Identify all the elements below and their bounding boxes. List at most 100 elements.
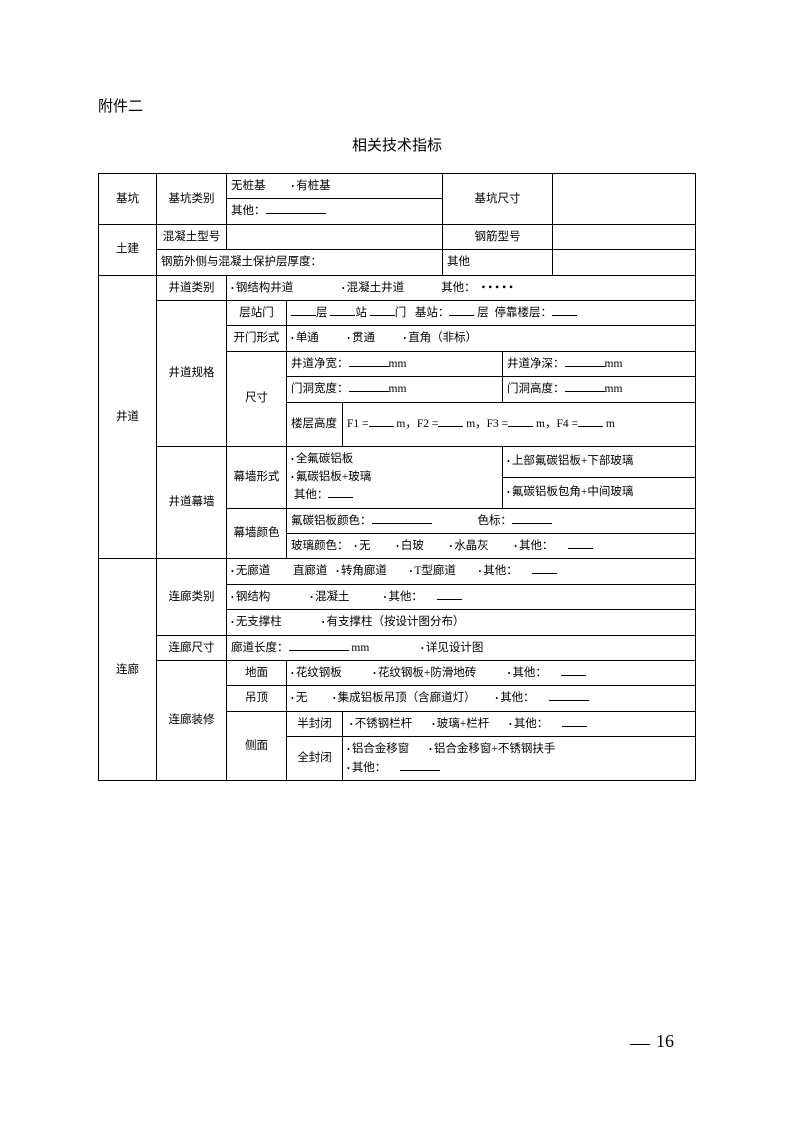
- door-height-l: 门洞高度：: [507, 383, 565, 395]
- floor-height-label: 楼层高度: [287, 402, 343, 446]
- glass-color-cell: 玻璃颜色： 无 白玻 水晶灰 其他：: [287, 534, 696, 559]
- jikeng-size-label: 基坑尺寸: [443, 174, 553, 225]
- opt-pattern-tile: 花纹钢板+防滑地砖: [373, 667, 476, 679]
- size-label: 尺寸: [227, 351, 287, 446]
- jikeng-size-value: [553, 174, 696, 225]
- corridor-material-opts: 钢结构 混凝土 其他：: [227, 584, 696, 609]
- opt-concrete-shaft: 混凝土井道: [342, 282, 404, 294]
- opt-g-none: 无: [354, 540, 370, 552]
- opt-has-col: 有支撑柱（按设计图分布）: [322, 616, 465, 628]
- corridor-other: 其他：: [478, 565, 517, 577]
- lianlan-size-label: 连廊尺寸: [157, 635, 227, 660]
- half-closed-label: 半封闭: [287, 711, 343, 736]
- open-label: 开门形式: [227, 326, 287, 351]
- curtain-form-label: 幕墙形式: [227, 446, 287, 508]
- corridor-column-opts: 无支撑柱 有支撑柱（按设计图分布）: [227, 610, 696, 635]
- door-width-cell: 门洞宽度： mm: [287, 377, 503, 402]
- fc-color-l: 氟碳铝板颜色：: [291, 515, 372, 527]
- length-l: 廊道长度：: [231, 642, 289, 654]
- opt-g-white: 白玻: [396, 540, 424, 552]
- opt-al-window: 铝合金移窗: [347, 743, 409, 755]
- tujian-other-value: [553, 250, 696, 275]
- mm-2: mm: [605, 358, 623, 370]
- jingdao-type-label: 井道类别: [157, 275, 227, 300]
- glass-color-l: 玻璃颜色：: [291, 540, 349, 552]
- opt-glass-rail: 玻璃+栏杆: [432, 718, 489, 730]
- jikeng-other-label: 其他：: [231, 205, 266, 217]
- opt-c-steel: 钢结构: [231, 591, 270, 603]
- l-base: 基站：: [415, 307, 450, 319]
- curtain-other: 其他：: [294, 489, 329, 501]
- mm-c: mm: [351, 642, 369, 654]
- l-door: 门: [395, 307, 407, 319]
- lianlan-type-label: 连廊类别: [157, 559, 227, 635]
- opt-single: 单通: [291, 332, 319, 344]
- opt-t: T型廊道: [410, 565, 456, 577]
- color-code-l: 色标：: [478, 515, 513, 527]
- jikeng-other-cell: 其他：: [227, 199, 443, 224]
- full-closed-label: 全封闭: [287, 737, 343, 781]
- net-depth-cell: 井道净深： mm: [503, 351, 696, 376]
- ceil-other: 其他：: [495, 692, 534, 704]
- floor-height-cell: F1 = m，F2 = m，F3 = m，F4 = m: [343, 402, 696, 446]
- curtain-label: 井道幕墙: [157, 446, 227, 559]
- spec-table: 基坑 基坑类别 无桩基 有桩基 基坑尺寸 其他： 土建 混凝土型号 钢筋型号 钢…: [98, 173, 696, 781]
- jingdao-other-label: 其他：: [441, 282, 476, 294]
- curtain-form-left: 全氟碳铝板 氟碳铝板+玻璃 其他：: [287, 446, 503, 508]
- door-width-l: 门洞宽度：: [291, 383, 349, 395]
- opt-full-fc: 全氟碳铝板: [291, 453, 353, 465]
- curtain-form-r2: 氟碳铝板包角+中间玻璃: [503, 477, 696, 508]
- attachment-label: 附件二: [98, 95, 696, 116]
- m-end: m: [606, 418, 615, 430]
- floor-door-cell: 层 站 门 基站： 层 停靠楼层：: [287, 300, 696, 325]
- l-floor-suffix: 层: [477, 307, 489, 319]
- floor-door-label: 层站门: [227, 300, 287, 325]
- jikeng-label: 基坑: [99, 174, 157, 225]
- l-floor: 层: [316, 307, 328, 319]
- opt-no-col: 无支撑柱: [231, 616, 282, 628]
- corridor-type-opts: 无廊道 直廊道 转角廊道 T型廊道 其他：: [227, 559, 696, 584]
- net-width-cell: 井道净宽：mm: [287, 351, 503, 376]
- lianlan-deco-label: 连廊装修: [157, 661, 227, 781]
- lianlan-label: 连廊: [99, 559, 157, 781]
- page-number: —16: [630, 1031, 674, 1055]
- opt-corner: 转角廊道: [336, 565, 387, 577]
- page-title: 相关技术指标: [98, 134, 696, 155]
- net-depth-l: 井道净深：: [507, 358, 565, 370]
- f2-l: m，F2 =: [396, 418, 438, 430]
- floor-other: 其他：: [508, 667, 547, 679]
- opt-al-ss: 铝合金移窗+不锈钢扶手: [429, 743, 555, 755]
- jingdao-type-opts: 钢结构井道 混凝土井道 其他： • • • • •: [227, 275, 696, 300]
- mm-3: mm: [389, 383, 407, 395]
- opt-wuzhuang: 无桩基: [231, 180, 266, 192]
- jikeng-type-label: 基坑类别: [157, 174, 227, 225]
- jingdao-label: 井道: [99, 275, 157, 559]
- curtain-form-r1: 上部氟碳铝板+下部玻璃: [503, 446, 696, 477]
- opt-g-other: 其他：: [514, 540, 553, 552]
- opt-no-corridor: 无廊道: [231, 565, 270, 577]
- curtain-color-label: 幕墙颜色: [227, 508, 287, 559]
- ceiling-label: 吊顶: [227, 686, 287, 711]
- opt-wrap: 氟碳铝板包角+中间玻璃: [507, 486, 633, 498]
- full-closed-opts: 铝合金移窗 铝合金移窗+不锈钢扶手 其他：: [343, 737, 696, 781]
- jingdao-spec-label: 井道规格: [157, 300, 227, 446]
- full-other: 其他：: [347, 762, 386, 774]
- l-stop: 停靠楼层：: [495, 307, 553, 319]
- half-other: 其他：: [509, 718, 548, 730]
- half-closed-opts: 不锈钢栏杆 玻璃+栏杆 其他：: [343, 711, 696, 736]
- opt-youzhuang: 有桩基: [291, 180, 330, 192]
- opt-top-bottom: 上部氟碳铝板+下部玻璃: [507, 455, 633, 467]
- open-opts: 单通 贯通 直角（非标）: [287, 326, 696, 351]
- concrete-label: 混凝土型号: [157, 224, 227, 249]
- tujian-other-label: 其他: [443, 250, 553, 275]
- fc-color-cell: 氟碳铝板颜色： 色标：: [287, 508, 696, 533]
- corridor-mat-other: 其他：: [384, 591, 423, 603]
- ceiling-opts: 无 集成铝板吊顶（含廊道灯） 其他：: [287, 686, 696, 711]
- jikeng-opts-cell: 无桩基 有桩基: [227, 174, 443, 199]
- rebar-value: [553, 224, 696, 249]
- see-design: 详见设计图: [421, 642, 483, 654]
- f1-l: F1 =: [347, 418, 369, 430]
- mm-1: mm: [389, 358, 407, 370]
- f3-l: m，F3 =: [466, 418, 508, 430]
- opt-straight: 直廊道: [293, 565, 328, 577]
